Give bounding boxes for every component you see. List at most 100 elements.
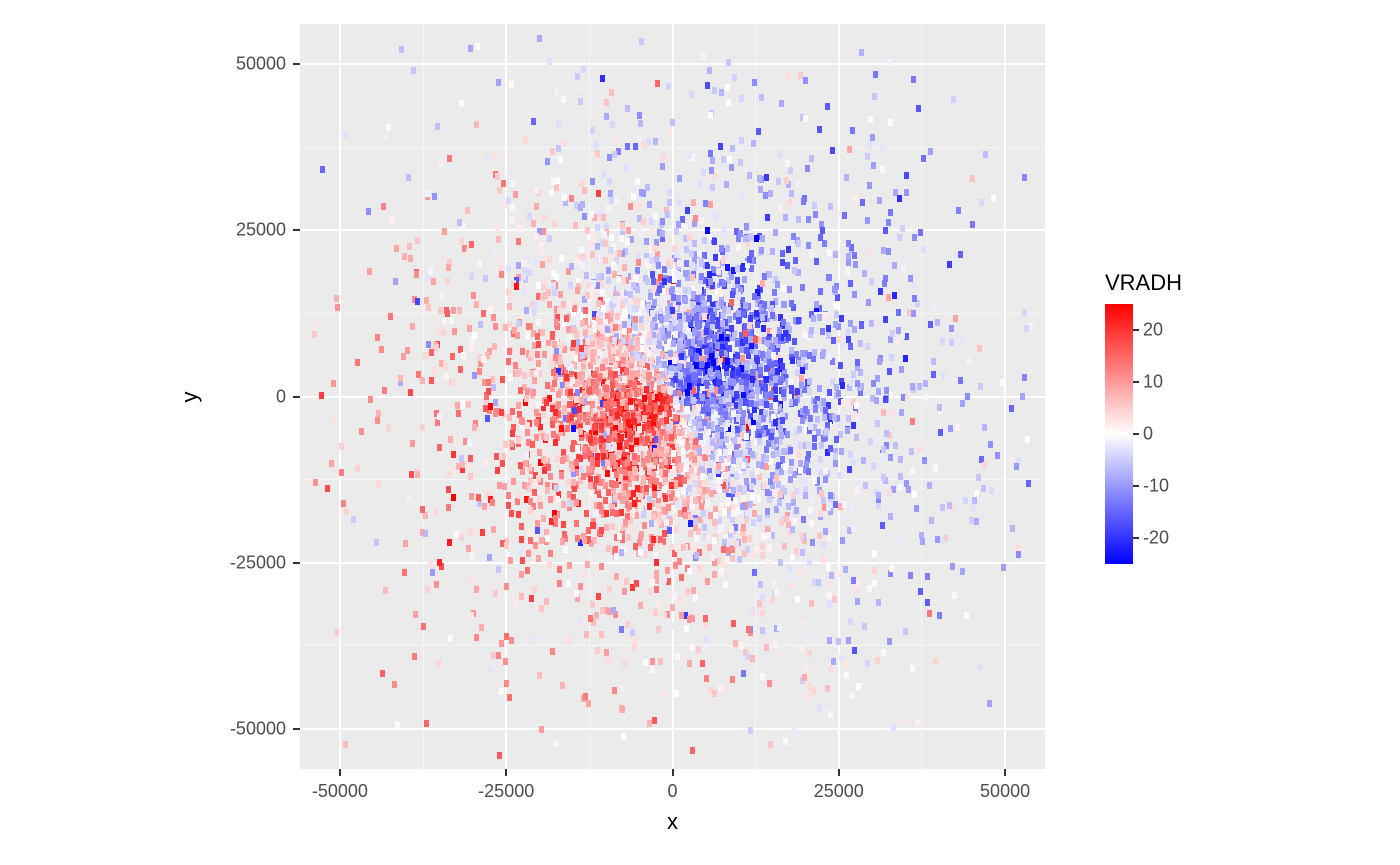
data-point (515, 370, 520, 377)
data-point (519, 523, 524, 530)
data-point (910, 665, 915, 672)
data-point (530, 441, 535, 448)
data-point (383, 587, 388, 594)
data-point (734, 391, 739, 398)
data-point (471, 292, 476, 299)
data-point (491, 384, 496, 391)
data-point (598, 479, 603, 486)
data-point (472, 372, 477, 379)
data-point (466, 401, 471, 408)
data-point (402, 569, 407, 576)
data-point (451, 494, 456, 501)
data-point (691, 587, 696, 594)
data-point (743, 449, 748, 456)
data-point (482, 503, 487, 510)
data-point (619, 235, 624, 242)
data-point (679, 574, 684, 581)
data-point (1020, 393, 1025, 400)
data-point (802, 674, 807, 681)
data-point (601, 305, 606, 312)
data-point (790, 575, 795, 582)
data-point (751, 140, 756, 147)
data-point (590, 522, 595, 529)
data-point (495, 224, 500, 231)
data-point (520, 468, 525, 475)
data-point (761, 325, 766, 332)
legend-title: VRADH (1105, 270, 1203, 296)
data-point (856, 683, 861, 690)
data-point (457, 219, 462, 226)
data-point (806, 216, 811, 223)
data-point (671, 469, 676, 476)
data-point (970, 175, 975, 182)
data-point (603, 257, 608, 264)
data-point (783, 738, 788, 745)
data-point (392, 681, 397, 688)
data-point (573, 222, 578, 229)
data-point (722, 226, 727, 233)
legend-tick-mark (1133, 381, 1139, 383)
data-point (911, 76, 916, 83)
data-point (506, 492, 511, 499)
data-point (881, 409, 886, 416)
data-point (664, 315, 669, 322)
data-point (656, 626, 661, 633)
data-point (477, 260, 482, 267)
data-point (469, 241, 474, 248)
data-point (561, 521, 566, 528)
data-point (831, 658, 836, 665)
data-point (607, 586, 612, 593)
data-point (667, 410, 672, 417)
data-point (806, 451, 811, 458)
data-point (559, 425, 564, 432)
data-point (537, 35, 542, 42)
data-point (412, 653, 417, 660)
data-point (499, 255, 504, 262)
data-point (707, 67, 712, 74)
data-point (821, 556, 826, 563)
data-point (796, 451, 801, 458)
data-point (685, 588, 690, 595)
data-point (890, 330, 895, 337)
data-point (520, 557, 525, 564)
data-point (683, 287, 688, 294)
data-point (783, 330, 788, 337)
x-tick-label: 0 (667, 781, 677, 802)
data-point (560, 538, 565, 545)
data-point (1009, 405, 1014, 412)
data-point (551, 282, 556, 289)
data-point (507, 348, 512, 355)
data-point (865, 217, 870, 224)
data-point (767, 545, 772, 552)
data-point (800, 620, 805, 627)
data-point (736, 317, 741, 324)
data-point (708, 512, 713, 519)
data-point (492, 250, 497, 257)
data-point (459, 455, 464, 462)
data-point (740, 355, 745, 362)
data-point (739, 385, 744, 392)
data-point (809, 520, 814, 527)
data-point (436, 660, 441, 667)
data-point (571, 425, 576, 432)
data-point (519, 536, 524, 543)
data-point (751, 551, 756, 558)
data-point (539, 605, 544, 612)
data-point (787, 198, 792, 205)
y-tick-mark (293, 229, 300, 231)
data-point (840, 382, 845, 389)
data-point (638, 493, 643, 500)
data-point (634, 580, 639, 587)
data-point (651, 536, 656, 543)
data-point (493, 323, 498, 330)
data-point (525, 388, 530, 395)
data-point (887, 638, 892, 645)
data-point (677, 260, 682, 267)
data-point (459, 238, 464, 245)
data-point (556, 145, 561, 152)
data-point (872, 580, 877, 587)
data-point (467, 325, 472, 332)
data-point (529, 595, 534, 602)
data-point (654, 559, 659, 566)
data-point (538, 502, 543, 509)
